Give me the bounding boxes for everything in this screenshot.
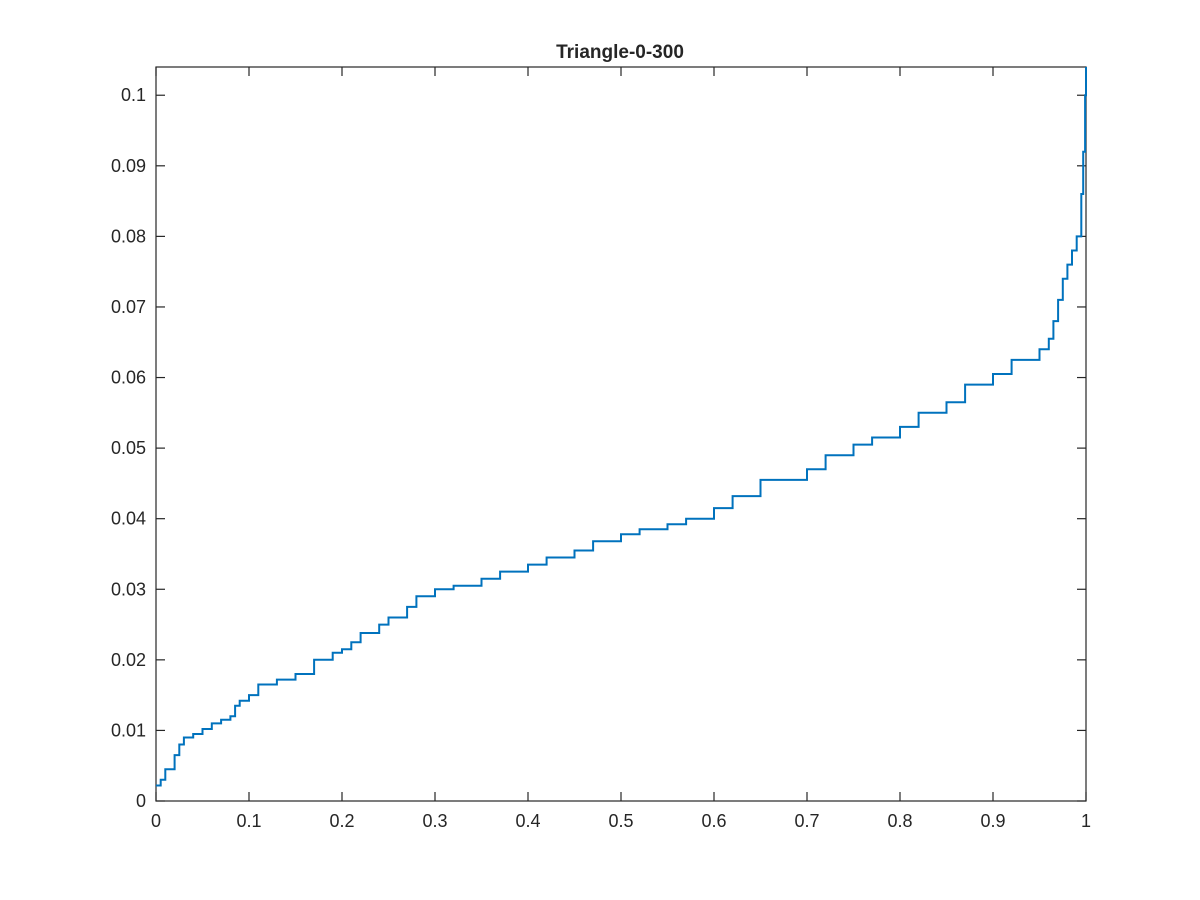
series-line	[156, 67, 1087, 787]
y-tick-label: 0	[136, 791, 146, 811]
y-tick-label: 0.09	[111, 156, 146, 176]
y-tick-label: 0.1	[121, 85, 146, 105]
y-tick-label: 0.05	[111, 438, 146, 458]
chart-title: Triangle-0-300	[556, 42, 684, 63]
x-tick-label: 0.2	[329, 811, 354, 831]
y-tick-label: 0.04	[111, 509, 146, 529]
x-tick-label: 0.1	[236, 811, 261, 831]
y-tick-label: 0.06	[111, 368, 146, 388]
y-tick-label: 0.08	[111, 226, 146, 246]
y-tick-label: 0.02	[111, 650, 146, 670]
x-tick-label: 0.7	[794, 811, 819, 831]
x-tick-label: 0.3	[422, 811, 447, 831]
y-tick-label: 0.03	[111, 579, 146, 599]
y-tick-label: 0.07	[111, 297, 146, 317]
x-tick-label: 0.9	[980, 811, 1005, 831]
x-tick-label: 1	[1081, 811, 1091, 831]
x-tick-label: 0.6	[701, 811, 726, 831]
x-tick-label: 0.5	[608, 811, 633, 831]
y-tick-label: 0.01	[111, 720, 146, 740]
x-tick-label: 0.4	[515, 811, 540, 831]
x-tick-label: 0	[151, 811, 161, 831]
x-tick-label: 0.8	[887, 811, 912, 831]
plot-area: 0 0.1 0.2 0.3 0.4 0.5 0.6 0.7 0.8 0.9 1 0 0.01 0.02 0.…	[111, 66, 1091, 831]
